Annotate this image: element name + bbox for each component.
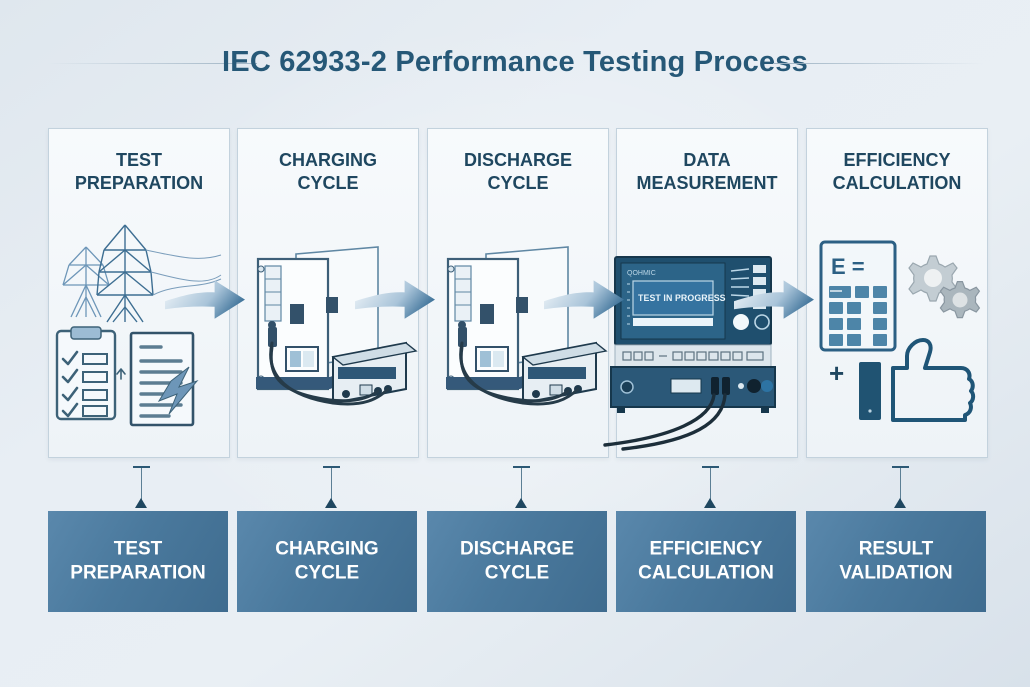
svg-text:TEST IN PROGRESS: TEST IN PROGRESS [638,293,726,303]
svg-text:+: + [829,358,844,388]
svg-text:E =: E = [831,254,865,279]
svg-text:QOHMIC: QOHMIC [627,270,656,277]
